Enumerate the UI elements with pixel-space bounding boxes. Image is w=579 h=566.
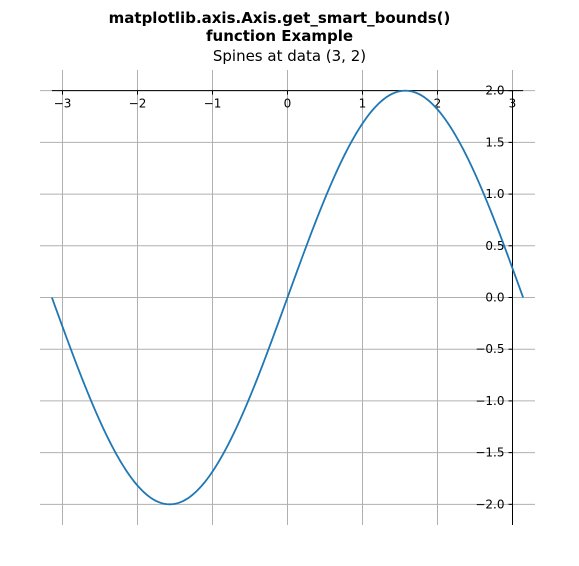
y-tick-label: −1.0: [475, 394, 504, 408]
y-tick-label: −2.0: [475, 497, 504, 511]
y-tick-label: −0.5: [475, 342, 504, 356]
ticks: −3 −2 −1 0 1 2 3 2.0 1.5 1.0 0.5 0.0 −0.5 −1.0 −1.5 −2.…: [54, 84, 517, 512]
x-tick-label: −1: [204, 97, 222, 111]
x-tick-label: 0: [284, 97, 292, 111]
x-tick-label: −3: [54, 97, 72, 111]
series-line-2sin: [51, 89, 524, 506]
series: [51, 89, 524, 506]
y-tick-label: 2.0: [485, 84, 504, 98]
x-tick-label: 2: [434, 97, 442, 111]
x-tick-label: 3: [509, 97, 517, 111]
y-tick-label: 0.5: [485, 239, 504, 253]
chart-title-line2: function Example: [205, 27, 354, 45]
x-tick-label: −2: [129, 97, 147, 111]
y-tick-label: −1.5: [475, 446, 504, 460]
x-tick-label: 1: [359, 97, 367, 111]
chart-title-line1: matplotlib.axis.Axis.get_smart_bounds(): [108, 9, 451, 27]
chart-subtitle: Spines at data (3, 2): [212, 47, 367, 65]
y-tick-label: 0.0: [485, 291, 504, 305]
y-tick-label: 1.0: [485, 187, 504, 201]
y-tick-label: 1.5: [485, 135, 504, 149]
